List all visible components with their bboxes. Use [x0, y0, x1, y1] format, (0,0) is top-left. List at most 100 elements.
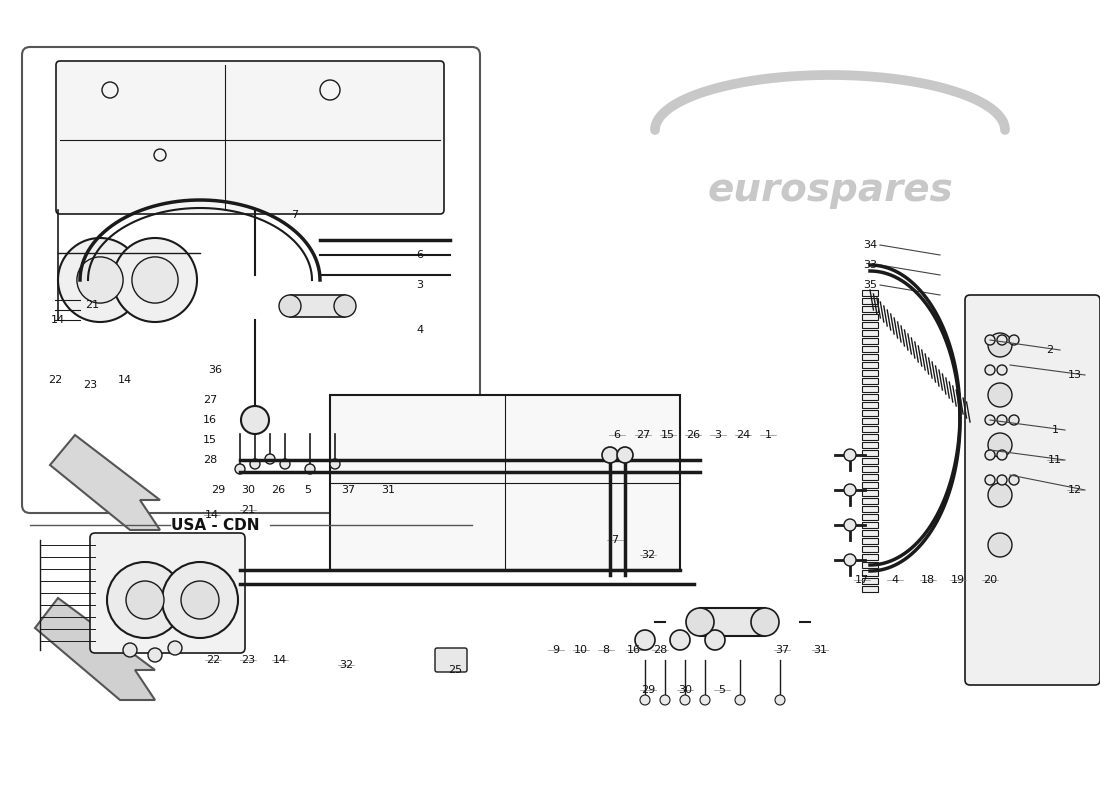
Text: 26: 26 [271, 485, 285, 495]
Circle shape [617, 447, 632, 463]
Text: 27: 27 [636, 430, 650, 440]
Bar [700, 608, 764, 636]
Text: 32: 32 [641, 550, 656, 560]
Bar [862, 306, 878, 312]
FancyBboxPatch shape [90, 533, 245, 653]
Text: 3: 3 [417, 280, 424, 290]
Bar [862, 514, 878, 520]
Bar [862, 466, 878, 472]
Circle shape [602, 447, 618, 463]
Text: 3: 3 [715, 430, 722, 440]
Text: 26: 26 [686, 430, 700, 440]
FancyBboxPatch shape [56, 61, 444, 214]
Circle shape [250, 459, 260, 469]
Text: 27: 27 [202, 395, 217, 405]
Circle shape [1009, 475, 1019, 485]
Circle shape [997, 415, 1006, 425]
Bar [862, 410, 878, 416]
Bar [862, 346, 878, 352]
Polygon shape [50, 435, 160, 530]
Text: 16: 16 [627, 645, 641, 655]
Bar [862, 434, 878, 440]
Circle shape [988, 433, 1012, 457]
Circle shape [844, 519, 856, 531]
Text: 23: 23 [82, 380, 97, 390]
Circle shape [77, 257, 123, 303]
Bar [862, 418, 878, 424]
Bar [862, 386, 878, 392]
Circle shape [988, 483, 1012, 507]
Circle shape [997, 365, 1006, 375]
Bar [862, 570, 878, 576]
Text: 7: 7 [612, 535, 618, 545]
Text: 28: 28 [202, 455, 217, 465]
Text: 32: 32 [339, 660, 353, 670]
Text: 17: 17 [855, 575, 869, 585]
Circle shape [984, 365, 996, 375]
Text: 19: 19 [950, 575, 965, 585]
Text: 12: 12 [1068, 485, 1082, 495]
Text: 5: 5 [718, 685, 726, 695]
Bar [862, 562, 878, 568]
Text: 4: 4 [891, 575, 899, 585]
Text: 31: 31 [381, 485, 395, 495]
Polygon shape [35, 598, 155, 700]
Circle shape [700, 695, 710, 705]
Circle shape [997, 450, 1006, 460]
Text: 28: 28 [653, 645, 667, 655]
Bar [862, 402, 878, 408]
Bar [862, 586, 878, 592]
Circle shape [305, 464, 315, 474]
Bar [862, 458, 878, 464]
Bar [862, 362, 878, 368]
Bar [862, 578, 878, 584]
Circle shape [635, 630, 654, 650]
Text: 37: 37 [341, 485, 355, 495]
FancyBboxPatch shape [965, 295, 1100, 685]
Circle shape [132, 257, 178, 303]
Bar [862, 538, 878, 544]
Bar [862, 498, 878, 504]
Text: euros: euros [97, 610, 194, 639]
Text: 33: 33 [864, 260, 877, 270]
Bar [862, 474, 878, 480]
Bar [862, 290, 878, 296]
Circle shape [997, 475, 1006, 485]
Text: 30: 30 [241, 485, 255, 495]
Text: 35: 35 [864, 280, 877, 290]
Text: 15: 15 [661, 430, 675, 440]
Text: 24: 24 [736, 430, 750, 440]
Bar [862, 490, 878, 496]
Circle shape [988, 383, 1012, 407]
Circle shape [1009, 335, 1019, 345]
Circle shape [148, 648, 162, 662]
Circle shape [997, 335, 1006, 345]
Circle shape [182, 581, 219, 619]
Text: 13: 13 [1068, 370, 1082, 380]
Bar [862, 394, 878, 400]
Circle shape [241, 406, 270, 434]
Text: 21: 21 [85, 300, 99, 310]
Text: 14: 14 [51, 315, 65, 325]
Text: 14: 14 [118, 375, 132, 385]
Circle shape [844, 484, 856, 496]
Bar [862, 338, 878, 344]
Text: 9: 9 [552, 645, 560, 655]
Text: eurospares: eurospares [707, 171, 953, 209]
Circle shape [235, 464, 245, 474]
Text: 5: 5 [305, 485, 311, 495]
Bar [862, 506, 878, 512]
Bar [862, 442, 878, 448]
Text: 18: 18 [921, 575, 935, 585]
Text: 7: 7 [292, 210, 298, 220]
Circle shape [168, 641, 182, 655]
Text: 31: 31 [813, 645, 827, 655]
Circle shape [107, 562, 183, 638]
Circle shape [988, 533, 1012, 557]
Circle shape [680, 695, 690, 705]
Text: 34: 34 [862, 240, 877, 250]
Circle shape [58, 238, 142, 322]
Bar [862, 426, 878, 432]
Circle shape [265, 454, 275, 464]
Bar [862, 522, 878, 528]
